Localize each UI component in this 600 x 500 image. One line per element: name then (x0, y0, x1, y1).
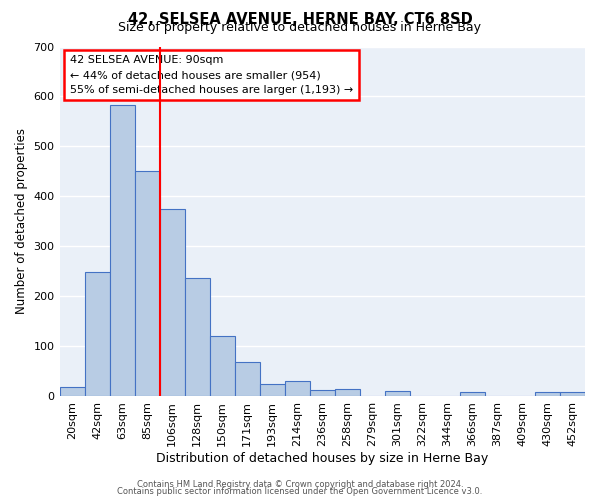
Bar (335, 390, 360, 396)
Bar (134, 172, 160, 396)
Bar (560, 392, 585, 396)
Bar (235, 362, 260, 396)
Text: Contains public sector information licensed under the Open Government Licence v3: Contains public sector information licen… (118, 487, 482, 496)
Y-axis label: Number of detached properties: Number of detached properties (15, 128, 28, 314)
Bar (310, 390, 335, 396)
X-axis label: Distribution of detached houses by size in Herne Bay: Distribution of detached houses by size … (156, 452, 488, 465)
Bar (460, 392, 485, 396)
Bar (85, 272, 110, 396)
Text: Contains HM Land Registry data © Crown copyright and database right 2024.: Contains HM Land Registry data © Crown c… (137, 480, 463, 489)
Text: 42 SELSEA AVENUE: 90sqm
← 44% of detached houses are smaller (954)
55% of semi-d: 42 SELSEA AVENUE: 90sqm ← 44% of detache… (70, 55, 353, 95)
Bar (209, 336, 235, 396)
Bar (260, 384, 285, 396)
Text: 42, SELSEA AVENUE, HERNE BAY, CT6 8SD: 42, SELSEA AVENUE, HERNE BAY, CT6 8SD (128, 12, 472, 26)
Bar (385, 392, 410, 396)
Bar (110, 105, 134, 397)
Bar (285, 382, 310, 396)
Text: Size of property relative to detached houses in Herne Bay: Size of property relative to detached ho… (119, 22, 482, 35)
Bar (535, 392, 560, 396)
Bar (185, 278, 209, 396)
Bar (59, 388, 85, 396)
Bar (160, 209, 185, 396)
